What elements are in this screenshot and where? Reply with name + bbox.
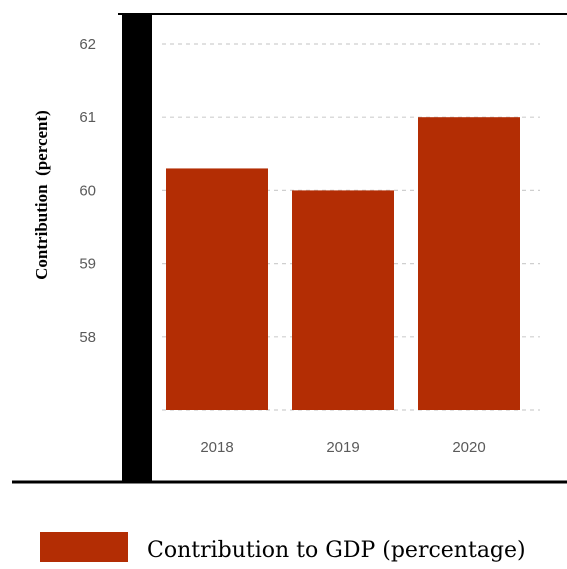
y-tick-labels: 58 59 60 61 62 (79, 36, 96, 346)
y-tick-label: 61 (79, 109, 96, 126)
x-tick-label: 2018 (200, 439, 233, 456)
y-tick-label: 59 (79, 256, 96, 273)
legend-label: Contribution to GDP (percentage) (147, 538, 526, 563)
y-tick-label: 60 (79, 182, 96, 199)
y-tick-label: 58 (79, 329, 96, 346)
bars (166, 117, 520, 410)
bar-2020 (418, 117, 520, 410)
bar-2018 (166, 168, 268, 410)
bar-2019 (292, 190, 394, 410)
y-axis-bar (122, 14, 152, 483)
y-tick-label: 62 (79, 36, 96, 53)
x-tick-label: 2020 (452, 439, 485, 456)
x-tick-labels: 2018 2019 2020 (200, 439, 485, 456)
legend-swatch (40, 532, 128, 562)
y-axis-label: Contribution (percent) (32, 110, 51, 280)
legend: Contribution to GDP (percentage) (40, 532, 526, 563)
x-tick-label: 2019 (326, 439, 359, 456)
